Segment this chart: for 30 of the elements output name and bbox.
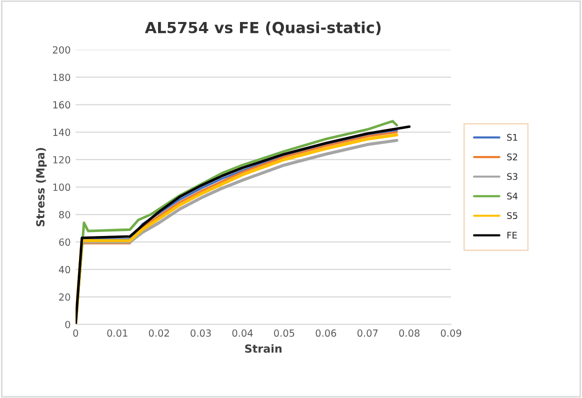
y-tick-label: 160: [53, 101, 70, 109]
y-tick-label: 60: [59, 238, 70, 246]
legend-label: S4: [507, 192, 518, 200]
legend-label: S5: [507, 212, 518, 220]
y-tick-label: 120: [53, 156, 70, 164]
x-tick-label: 0.06: [316, 329, 336, 337]
y-tick-label: 100: [53, 184, 70, 191]
y-tick-label: 80: [59, 211, 70, 218]
x-tick-label: 0.01: [107, 329, 128, 337]
legend-label: FE: [507, 232, 517, 238]
y-axis-title: Stress (Mpa): [36, 148, 47, 226]
x-tick-label: 0.07: [357, 329, 378, 337]
x-tick-label: 0: [73, 329, 78, 337]
x-tick-label: 0.02: [148, 329, 169, 337]
x-tick-label: 0.04: [232, 329, 253, 337]
y-tick-label: 0: [65, 320, 70, 328]
y-tick-label: 200: [52, 46, 70, 54]
y-tick-label: 140: [53, 128, 70, 136]
chart-title: AL5754 vs FE (Quasi-static): [144, 21, 381, 36]
x-tick-label: 0.05: [274, 329, 294, 337]
y-tick-label: 20: [59, 293, 70, 301]
legend-label: S2: [507, 153, 518, 160]
x-tick-label: 0.09: [440, 329, 462, 337]
x-tick-label: 0.03: [190, 329, 211, 337]
legend-label: S3: [507, 173, 518, 180]
y-tick-label: 180: [53, 74, 70, 82]
x-axis-title: Strain: [245, 344, 282, 353]
x-tick-label: 0.08: [399, 329, 420, 337]
y-tick-label: 40: [58, 266, 70, 274]
legend-label: S1: [507, 134, 518, 141]
